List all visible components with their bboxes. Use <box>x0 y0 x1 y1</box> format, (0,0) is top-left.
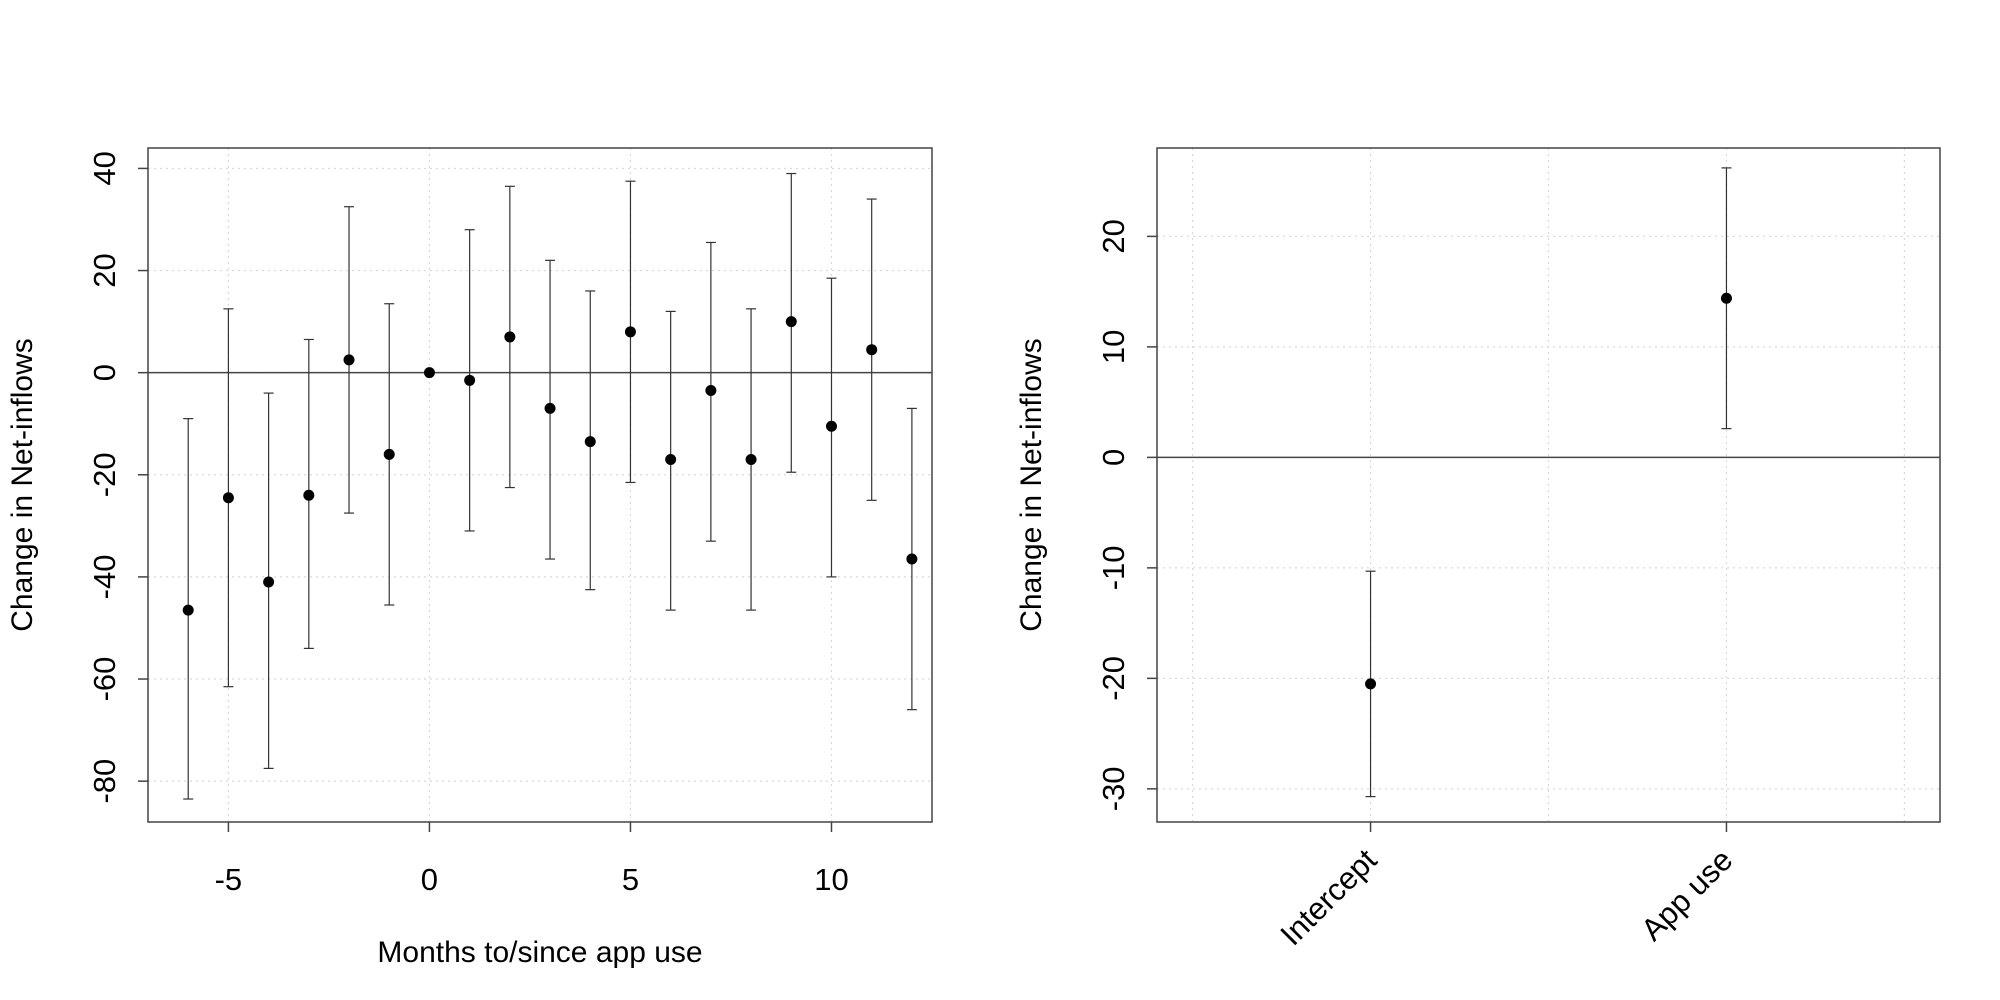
point-estimate <box>222 492 234 504</box>
point-estimate <box>665 453 677 465</box>
point-estimate <box>906 553 918 565</box>
point-estimate <box>866 344 878 356</box>
plot-frame <box>1156 147 1941 823</box>
left-panel-event-study: -5 0 5 10 -80 -60 -40 -20 0 20 40 Months to/since a… <box>6 147 933 969</box>
point-estimate <box>785 316 797 328</box>
point-estimate <box>303 489 315 501</box>
y-tick-label: -20 <box>87 452 122 497</box>
point-estimate <box>745 453 757 465</box>
category-label: App use <box>1634 842 1739 947</box>
y-tick-label: 0 <box>1096 449 1131 466</box>
point-estimate <box>624 326 636 338</box>
coefficient-point <box>1365 678 1377 690</box>
y-tick-label: 10 <box>1096 330 1131 364</box>
x-tick-label: 0 <box>421 862 438 897</box>
y-tick-label: 20 <box>87 253 122 287</box>
coefficient-point <box>1720 292 1732 304</box>
point-estimate <box>343 354 355 366</box>
point-estimate <box>464 374 476 386</box>
category-label: Intercept <box>1273 842 1383 952</box>
point-estimate <box>544 402 556 414</box>
y-tick-label: -80 <box>87 759 122 804</box>
plot-frame <box>147 147 933 823</box>
y-tick-label: -20 <box>1096 656 1131 701</box>
x-axis-title: Months to/since app use <box>377 936 702 969</box>
right-panel-coefficients: Intercept App use -30 -20 -10 0 10 20 Change in … <box>1015 147 1941 952</box>
point-estimate <box>423 367 435 379</box>
point-estimate <box>383 448 395 460</box>
x-tick-label: 5 <box>622 862 639 897</box>
y-tick-label: -40 <box>87 555 122 600</box>
point-estimate <box>504 331 516 343</box>
x-tick-label: -5 <box>215 862 243 897</box>
point-estimate <box>825 420 837 432</box>
point-estimate <box>182 604 194 616</box>
y-axis-title: Change in Net-inflows <box>1015 338 1048 631</box>
point-estimate <box>705 385 717 397</box>
y-axis-title: Change in Net-inflows <box>6 338 39 631</box>
y-tick-label: -60 <box>87 657 122 702</box>
y-tick-label: -30 <box>1096 766 1131 811</box>
y-tick-label: -10 <box>1096 545 1131 590</box>
point-estimate <box>263 576 275 588</box>
point-estimate <box>584 436 596 448</box>
x-tick-label: 10 <box>814 862 848 897</box>
y-tick-label: 40 <box>87 151 122 185</box>
y-tick-label: 0 <box>87 364 122 381</box>
y-tick-label: 20 <box>1096 219 1131 253</box>
